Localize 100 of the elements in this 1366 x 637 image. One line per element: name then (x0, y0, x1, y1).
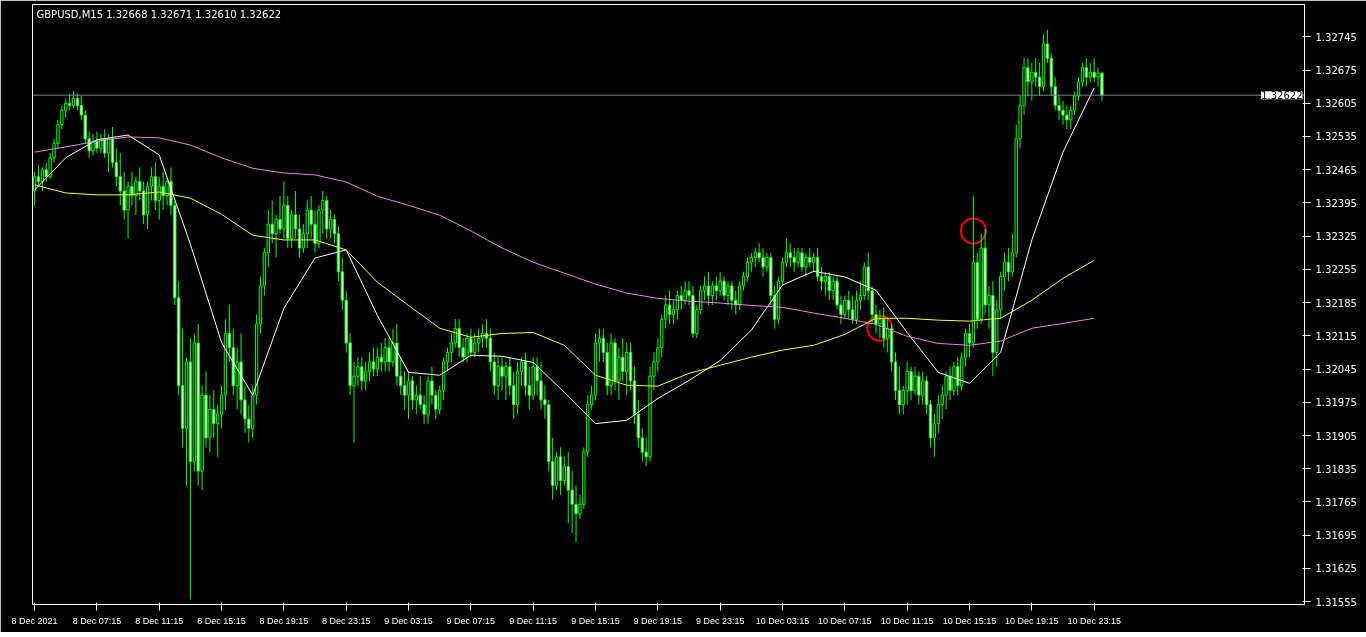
y-tick-label: 1.31835 (1315, 463, 1357, 475)
candlestick (1084, 57, 1089, 88)
candlestick (278, 195, 282, 235)
candlestick (948, 366, 952, 401)
candlestick (730, 280, 734, 311)
candlestick (804, 252, 808, 277)
candlestick (749, 252, 754, 273)
candlestick (917, 370, 921, 406)
x-tick-label: 9 Dec 15:15 (571, 615, 620, 626)
y-tick-label: 1.31695 (1315, 530, 1357, 542)
candlestick (847, 290, 851, 320)
candlestick (718, 271, 722, 296)
x-tick-label: 9 Dec 07:15 (446, 615, 496, 626)
y-tick-label: 1.31975 (1315, 397, 1357, 409)
y-tick-label: 1.32045 (1315, 364, 1357, 376)
candlestick (827, 271, 831, 301)
candlestick (625, 342, 629, 396)
candlestick (667, 290, 672, 325)
y-tick-label: 1.32535 (1315, 131, 1357, 143)
candlestick (367, 351, 372, 382)
candlestick (1065, 105, 1069, 130)
candlestick (812, 252, 816, 273)
candlestick (714, 275, 718, 301)
candlestick (796, 247, 800, 268)
chart-title: GBPUSD,M15 1.32668 1.32671 1.32610 1.32622 (36, 8, 282, 20)
y-tick-label: 1.32255 (1315, 264, 1357, 276)
candlestick (952, 361, 956, 396)
candlestick (235, 347, 239, 410)
x-tick-label: 9 Dec 11:15 (509, 615, 558, 626)
candlestick (800, 247, 804, 273)
candlestick (1100, 71, 1104, 102)
y-tick-label: 1.31555 (1315, 596, 1357, 608)
x-tick-label: 8 Dec 07:15 (72, 615, 122, 626)
candlestick (808, 247, 812, 268)
candlestick (753, 247, 757, 268)
y-tick-label: 1.32605 (1315, 98, 1357, 110)
x-tick-label: 10 Dec 11:15 (880, 615, 934, 626)
candlestick (360, 356, 364, 391)
line-series (34, 136, 1095, 346)
candlestick (843, 294, 847, 320)
ref-line-label: 1.32622 (1261, 90, 1303, 102)
candlestick (375, 347, 380, 377)
candlestick (449, 332, 454, 363)
candlestick (161, 171, 165, 211)
x-tick-label: 8 Dec 11:15 (135, 615, 184, 626)
x-tick-label: 8 Dec 19:15 (259, 615, 309, 626)
candlestick (683, 280, 687, 306)
x-tick-label: 8 Dec 15:15 (197, 615, 246, 626)
candlestick (157, 176, 161, 221)
candlestick (679, 285, 683, 311)
candlestick (91, 133, 95, 156)
candlestick (473, 332, 477, 358)
x-tick-label: 9 Dec 03:15 (384, 615, 433, 626)
candlestick (878, 309, 882, 339)
candlestick (379, 342, 383, 372)
x-tick-label: 10 Dec 23:15 (1067, 615, 1121, 626)
candlestick (737, 280, 742, 311)
candlestick (792, 247, 796, 273)
candlestick (788, 242, 792, 268)
x-tick-label: 10 Dec 15:15 (942, 615, 997, 626)
candlestick (710, 280, 715, 306)
y-tick-label: 1.31905 (1315, 430, 1357, 442)
y-tick-label: 1.31765 (1315, 496, 1357, 508)
candlestick (282, 181, 286, 240)
candlestick (1088, 62, 1092, 83)
y-tick-label: 1.32115 (1315, 330, 1357, 342)
y-tick-label: 1.32465 (1315, 164, 1357, 176)
candlestick (402, 370, 407, 410)
candlestick (823, 271, 828, 296)
candlestick (913, 366, 917, 396)
candlestick (671, 299, 676, 325)
y-tick-label: 1.32395 (1315, 197, 1357, 209)
candlestick (387, 337, 391, 372)
candlestick (726, 280, 730, 306)
candlestick (854, 290, 859, 325)
x-tick-label: 10 Dec 19:15 (1005, 615, 1059, 626)
candlestick (469, 328, 473, 358)
candlestick (496, 356, 500, 401)
candlestick (410, 375, 415, 410)
candlestick (621, 337, 625, 382)
candlestick (1092, 57, 1096, 83)
candlestick (500, 356, 504, 391)
candlestick (457, 318, 461, 358)
x-tick-label: 10 Dec 07:15 (818, 615, 872, 626)
x-tick-label: 10 Dec 03:15 (755, 615, 810, 626)
candlestick (566, 451, 570, 524)
candlestick (956, 356, 960, 396)
candlestick (95, 131, 99, 154)
candlestick (305, 200, 309, 249)
candlestick (706, 271, 711, 306)
candlestick (1061, 100, 1065, 126)
candlestick (476, 328, 481, 353)
candlestick (512, 370, 516, 420)
candlestick (290, 209, 294, 249)
candlestick (371, 347, 376, 377)
candlestick (103, 128, 107, 159)
y-tick-label: 1.32325 (1315, 231, 1357, 243)
candlestick (504, 361, 508, 401)
candlestick (383, 337, 387, 372)
candlestick (882, 306, 886, 349)
